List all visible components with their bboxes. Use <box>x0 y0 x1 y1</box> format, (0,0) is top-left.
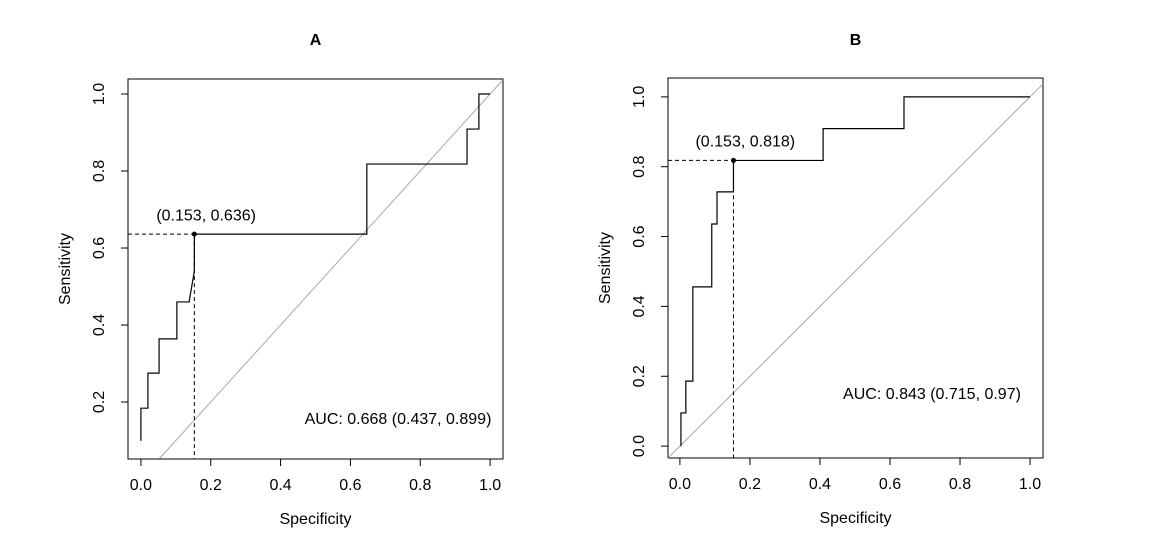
reference-diagonal <box>158 79 504 460</box>
y-tick-label: 0.4 <box>91 314 108 336</box>
x-tick-label: 0.8 <box>949 476 971 493</box>
x-tick-label: 1.0 <box>479 477 501 494</box>
roc-curve <box>140 93 491 441</box>
x-tick-label: 0.2 <box>200 477 222 494</box>
y-tick-label: 1.0 <box>631 86 648 108</box>
x-tick-label: 0.6 <box>339 477 361 494</box>
x-tick-label: 0.2 <box>739 476 761 493</box>
x-tick-label: 0.0 <box>669 476 691 493</box>
x-axis-label: Specificity <box>819 510 891 527</box>
x-axis-label: Specificity <box>279 511 351 528</box>
threshold-label: (0.153, 0.636) <box>156 207 256 224</box>
roc-curve <box>680 96 1031 447</box>
auc-annotation: AUC: 0.668 (0.437, 0.899) <box>305 411 492 428</box>
y-tick-label: 0.8 <box>91 160 108 182</box>
chart-title: A <box>310 32 322 49</box>
threshold-point <box>730 157 736 163</box>
y-tick-label: 0.6 <box>91 237 108 259</box>
x-tick-label: 1.0 <box>1019 476 1041 493</box>
plot-frame <box>127 78 504 460</box>
y-tick-label: 0.8 <box>631 155 648 177</box>
x-tick-label: 0.4 <box>269 477 291 494</box>
x-tick-label: 0.6 <box>879 476 901 493</box>
y-tick-label: 0.6 <box>631 225 648 247</box>
x-tick-label: 0.4 <box>809 476 831 493</box>
y-tick-label: 0.2 <box>91 391 108 413</box>
threshold-point <box>191 231 197 237</box>
y-tick-label: 1.0 <box>91 83 108 105</box>
y-tick-label: 0.4 <box>631 295 648 317</box>
x-tick-label: 0.0 <box>130 477 152 494</box>
y-axis-label: Sensitivity <box>57 233 74 305</box>
y-axis-label: Sensitivity <box>597 232 614 304</box>
x-tick-label: 0.8 <box>409 477 431 494</box>
reference-diagonal <box>667 83 1044 459</box>
threshold-label: (0.153, 0.818) <box>695 134 795 151</box>
y-tick-label: 0.2 <box>631 365 648 387</box>
auc-annotation: AUC: 0.843 (0.715, 0.97) <box>843 386 1021 403</box>
y-tick-label: 0.0 <box>631 435 648 457</box>
chart-title: B <box>850 32 862 49</box>
